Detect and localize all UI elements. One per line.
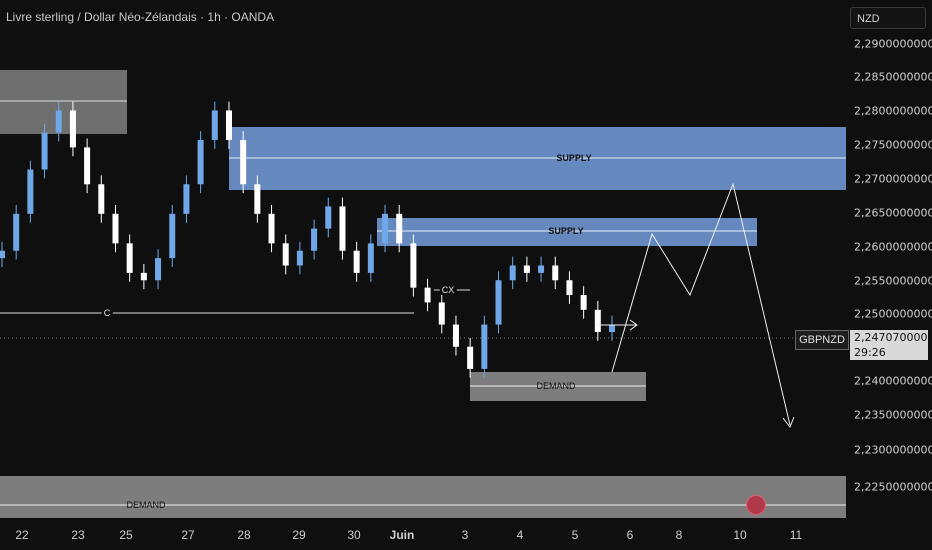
time-tick-label: Juin — [389, 528, 415, 542]
candle-body — [41, 132, 48, 170]
price-tick-label: 2,2350000000 — [854, 408, 932, 422]
price-axis[interactable]: 2,2900000000 2,2850000000 2,2800000000 2,27… — [848, 0, 932, 520]
candle-body — [183, 184, 190, 214]
candle-body — [580, 295, 587, 310]
time-tick-label: 30 — [347, 528, 361, 542]
candle-body — [538, 265, 545, 273]
candle-body — [481, 324, 488, 369]
candle-body — [311, 228, 318, 251]
supply-zone-lower — [377, 218, 757, 246]
time-axis[interactable]: 22 23 25 27 28 29 30 Juin 3 4 5 6 8 10 11 — [0, 520, 848, 550]
bar-countdown: 29:26 — [854, 346, 886, 359]
demand-zone-far — [0, 476, 846, 518]
price-chart[interactable] — [0, 0, 848, 520]
candle-body — [225, 110, 232, 140]
time-tick-label: 22 — [15, 528, 29, 542]
supply-label-upper: SUPPLY — [556, 153, 592, 163]
candle-body — [27, 169, 34, 214]
cx-line-label: CX — [439, 285, 457, 295]
c-line-label: C — [101, 308, 113, 318]
candle-body — [0, 250, 5, 259]
candle-body — [339, 206, 346, 251]
projection-arrowhead — [782, 416, 795, 428]
price-tick-label: 2,2800000000 — [854, 104, 932, 118]
candle-body — [523, 265, 530, 273]
candle-body — [495, 280, 502, 325]
candle-body — [140, 272, 147, 281]
candle-body — [410, 243, 417, 288]
candle-body — [55, 110, 62, 133]
price-tick-label: 2,2500000000 — [854, 307, 932, 321]
candle-body — [169, 213, 176, 259]
candle-body — [396, 213, 403, 244]
uk-flag-event-icon[interactable] — [746, 495, 766, 515]
supply-label-lower: SUPPLY — [548, 226, 584, 236]
time-tick-label: 29 — [292, 528, 306, 542]
candle-body — [325, 206, 332, 229]
candle-body — [112, 213, 119, 244]
candle-body — [211, 110, 218, 140]
candle-body — [367, 243, 374, 273]
candle-body — [424, 287, 431, 303]
price-tick-label: 2,2700000000 — [854, 172, 932, 186]
currency-selector-button[interactable]: NZD — [850, 7, 926, 29]
price-tick-label: 2,2850000000 — [854, 70, 932, 84]
candle-body — [13, 213, 20, 251]
target-arrow — [595, 324, 636, 326]
candle-body — [594, 309, 601, 332]
time-tick-label: 25 — [119, 528, 133, 542]
candle-body — [509, 265, 516, 281]
candle-body — [382, 213, 389, 244]
price-tick-label: 2,2750000000 — [854, 138, 932, 152]
time-tick-label: 11 — [789, 528, 803, 542]
candle-body — [84, 147, 91, 185]
candle-body — [296, 250, 303, 266]
candle-body — [566, 280, 573, 296]
time-tick-label: 23 — [71, 528, 85, 542]
candle-body — [98, 184, 105, 214]
price-tick-label: 2,2550000000 — [854, 274, 932, 288]
candle-body — [452, 324, 459, 347]
current-price-badge: 2,2470700000 29:26 — [850, 330, 932, 360]
time-tick-label: 28 — [237, 528, 251, 542]
candle-body — [552, 265, 559, 281]
demand-label-far: DEMAND — [126, 500, 166, 510]
candle-body — [268, 213, 275, 244]
demand-label-near: DEMAND — [536, 381, 576, 391]
candle-body — [240, 139, 247, 185]
time-tick-label: 6 — [626, 528, 634, 542]
time-tick-label: 27 — [181, 528, 195, 542]
candle-body — [467, 346, 474, 369]
price-tick-label: 2,2650000000 — [854, 206, 932, 220]
time-tick-label: 8 — [675, 528, 683, 542]
time-tick-label: 5 — [571, 528, 579, 542]
candle-body — [609, 324, 615, 332]
price-tick-label: 2,2250000000 — [854, 480, 932, 494]
candle-body — [282, 243, 289, 266]
candle-body — [438, 302, 445, 325]
candle-body — [254, 184, 261, 214]
time-tick-label: 4 — [516, 528, 524, 542]
target-arrowhead — [629, 319, 638, 331]
price-tick-label: 2,2900000000 — [854, 37, 932, 51]
candle-body — [155, 258, 162, 281]
time-tick-label: 3 — [461, 528, 469, 542]
candle-body — [353, 250, 360, 273]
chart-title: Livre sterling / Dollar Néo-Zélandais · … — [6, 10, 275, 24]
candle-body — [197, 139, 204, 185]
price-tick-label: 2,2400000000 — [854, 374, 932, 388]
candle-body — [69, 110, 76, 148]
symbol-label: GBPNZD — [795, 330, 849, 350]
current-price-value: 2,2470700000 — [854, 331, 932, 344]
projection-path — [611, 182, 791, 426]
candle-body — [126, 243, 133, 273]
price-tick-label: 2,2600000000 — [854, 240, 932, 254]
supply-zone-left — [0, 70, 127, 134]
price-tick-label: 2,2300000000 — [854, 443, 932, 457]
time-tick-label: 10 — [733, 528, 747, 542]
